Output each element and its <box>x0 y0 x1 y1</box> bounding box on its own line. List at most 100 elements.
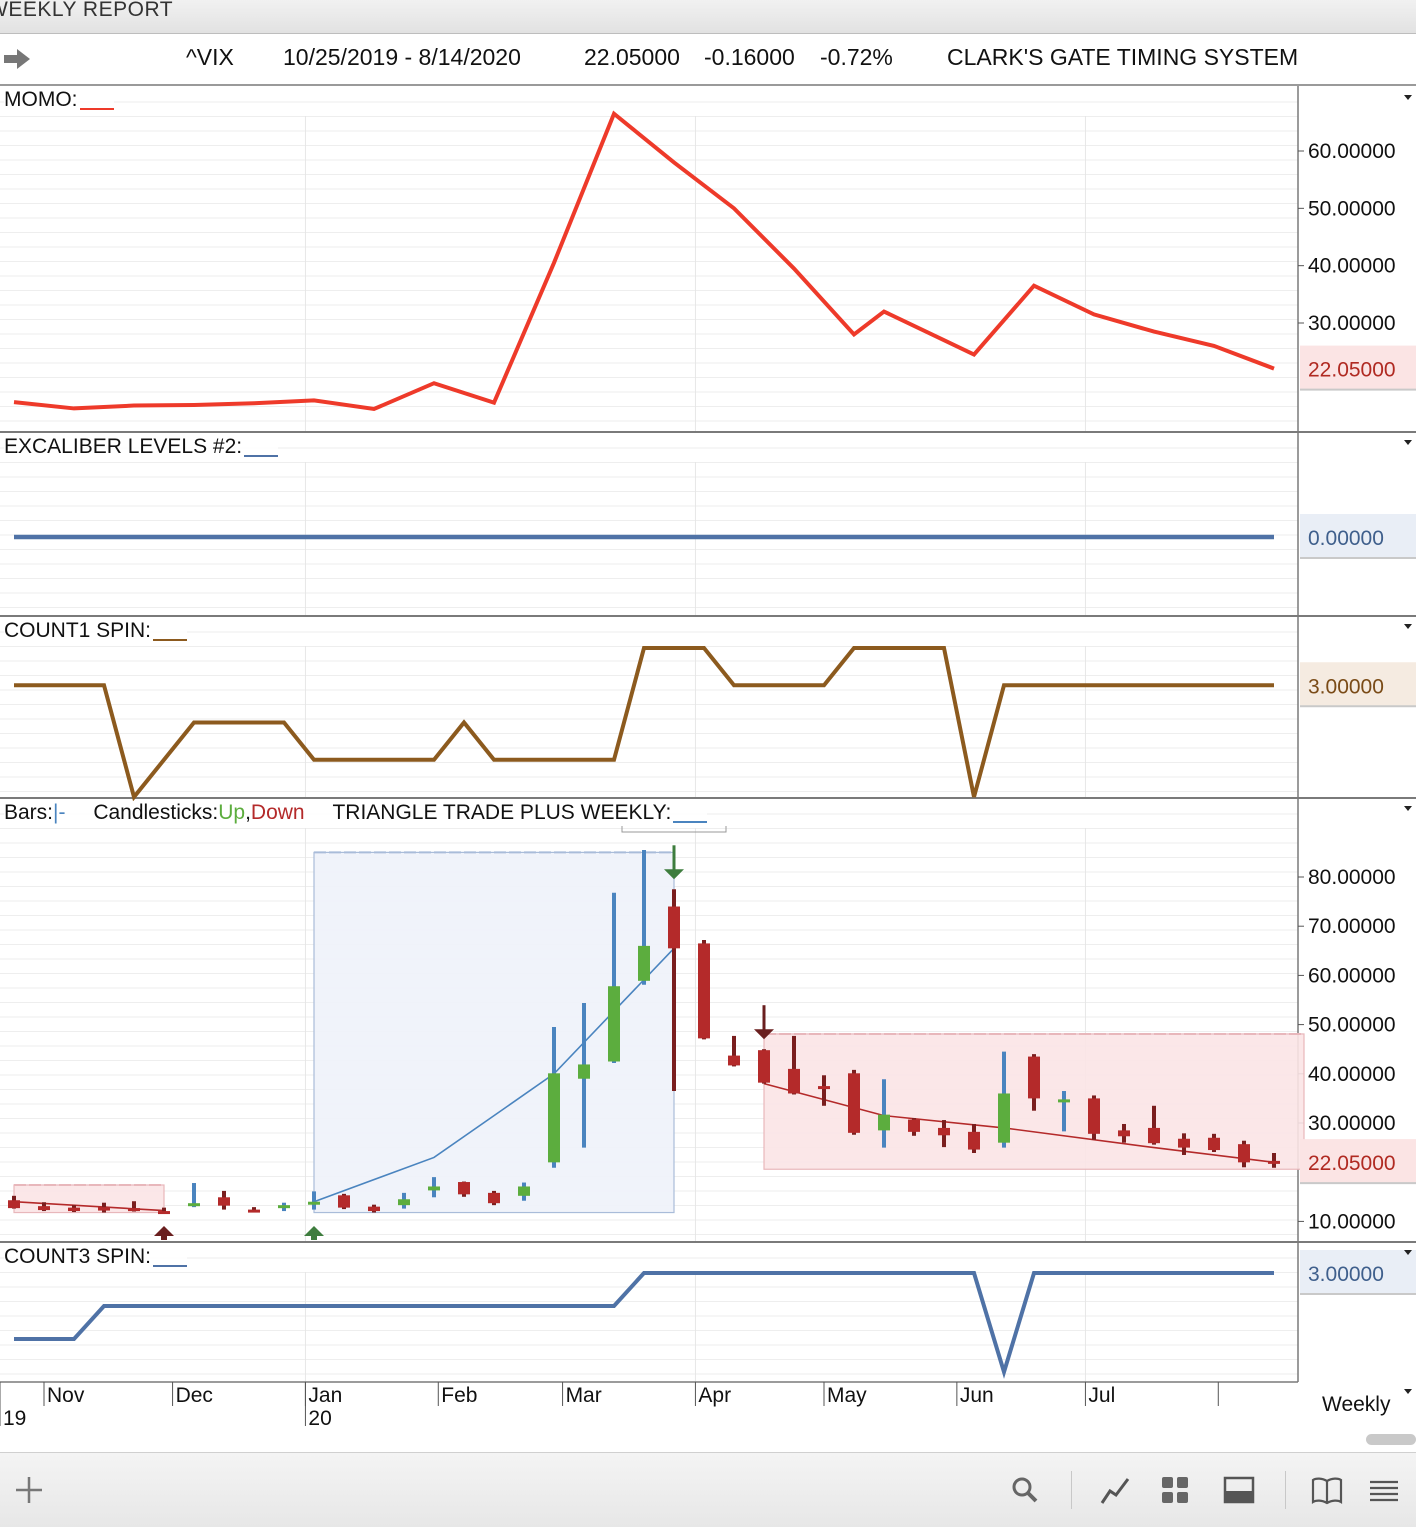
window-title: WEEKLY REPORT <box>0 0 174 21</box>
last-value-label: 3.00000 <box>1308 675 1384 698</box>
candle-body <box>218 1197 230 1206</box>
year-label: 19 <box>3 1407 26 1428</box>
last-value-label: 0.00000 <box>1308 527 1384 550</box>
candle-body <box>38 1206 50 1211</box>
candle <box>908 1118 920 1136</box>
last-value-badge <box>1300 1139 1416 1184</box>
toolbar-separator <box>1285 1471 1286 1509</box>
candle <box>608 892 620 1063</box>
candle <box>128 1201 140 1212</box>
candle <box>788 1035 800 1095</box>
last-value-label: 3.00000 <box>1308 1263 1384 1286</box>
month-label: May <box>827 1384 867 1407</box>
grid-icon[interactable] <box>1158 1473 1192 1507</box>
candle-body <box>998 1093 1010 1143</box>
candle-body <box>758 1050 770 1083</box>
candle <box>98 1202 110 1213</box>
candle-body <box>158 1211 170 1215</box>
candle <box>638 849 650 985</box>
month-label: Mar <box>566 1384 602 1407</box>
candle <box>1148 1105 1160 1145</box>
signal-up-arrow-icon <box>304 1226 324 1240</box>
change-pct-label: -0.72% <box>820 44 893 70</box>
price-menu-icon[interactable] <box>1404 806 1412 811</box>
candle <box>308 1191 320 1210</box>
candle-body <box>938 1127 950 1136</box>
count3-panel-label: COUNT3 SPIN: <box>4 1245 188 1269</box>
month-label: Jan <box>308 1384 342 1407</box>
month-label: Nov <box>47 1384 85 1407</box>
candle <box>728 1035 740 1067</box>
last-value-badge <box>1300 1250 1416 1294</box>
count1-panel-label: COUNT1 SPIN: <box>4 619 188 643</box>
forward-arrow-icon[interactable] <box>2 46 32 72</box>
month-label: Feb <box>441 1384 477 1407</box>
candle-body <box>428 1186 440 1191</box>
candle-body <box>818 1086 830 1090</box>
last-value-label: 22.05000 <box>1308 359 1396 382</box>
y-tick-label: 30.00000 <box>1308 1112 1396 1135</box>
excaliber-menu-icon[interactable] <box>1404 440 1412 445</box>
candle-body <box>308 1201 320 1205</box>
panel-icon[interactable] <box>1222 1473 1256 1507</box>
candle-body <box>398 1199 410 1206</box>
last-value-label: 22.05000 <box>1308 1152 1396 1175</box>
bottom-toolbar <box>0 1452 1416 1527</box>
candle <box>1028 1054 1040 1111</box>
candle <box>1268 1153 1280 1168</box>
candle <box>758 1049 770 1084</box>
legend-bracket <box>621 826 727 833</box>
chart-canvas[interactable]: 60.00000 50.00000 40.00000 30.00000 80.00000… <box>0 86 1416 1428</box>
momo-menu-icon[interactable] <box>1404 95 1412 100</box>
y-tick-label: 50.00000 <box>1308 197 1396 220</box>
last-value-badge <box>1300 662 1416 707</box>
candle-body <box>848 1073 860 1133</box>
candle-body <box>878 1114 890 1131</box>
year-label: 20 <box>308 1407 331 1428</box>
search-icon[interactable] <box>1008 1473 1042 1507</box>
plus-icon[interactable] <box>12 1473 46 1507</box>
candle <box>1088 1095 1100 1140</box>
series-line-2 <box>14 646 1274 802</box>
candle <box>698 939 710 1040</box>
candle-body <box>698 943 710 1039</box>
candle <box>338 1193 350 1210</box>
candle-body <box>788 1068 800 1094</box>
triangle-zone <box>13 1184 165 1214</box>
candle-body <box>458 1182 470 1195</box>
menu-icon[interactable] <box>1367 1473 1401 1507</box>
momo-panel-label: MOMO: <box>4 88 114 112</box>
draw-line-icon[interactable] <box>1098 1473 1132 1507</box>
y-tick-label: 40.00000 <box>1308 255 1396 278</box>
candle <box>938 1120 950 1148</box>
candle-body <box>1238 1144 1250 1163</box>
book-icon[interactable] <box>1310 1473 1344 1507</box>
signal-down-arrow-icon <box>754 1029 774 1040</box>
horizontal-scrollbar[interactable] <box>0 1428 1416 1453</box>
y-tick-label: 60.00000 <box>1308 964 1396 987</box>
candle <box>1118 1123 1130 1143</box>
timeframe-selector[interactable]: Weekly <box>1300 1385 1416 1427</box>
candle-body <box>488 1192 500 1204</box>
panel-grid-2 <box>0 631 1298 798</box>
candle-body <box>638 945 650 981</box>
count3-menu-icon[interactable] <box>1404 1250 1412 1255</box>
y-tick-label: 50.00000 <box>1308 1014 1396 1037</box>
y-tick-label: 60.00000 <box>1308 140 1396 163</box>
candle-body <box>668 906 680 949</box>
timeframe-label: Weekly <box>1322 1393 1391 1416</box>
candle-body <box>68 1207 80 1212</box>
candle-body <box>1028 1056 1040 1099</box>
candle <box>278 1202 290 1212</box>
candle-body <box>248 1209 260 1213</box>
candle-body <box>968 1131 980 1150</box>
scroll-thumb[interactable] <box>1366 1434 1416 1445</box>
window-title-bar: WEEKLY REPORT <box>0 0 1416 34</box>
month-label: Apr <box>698 1384 731 1407</box>
candle <box>68 1205 80 1213</box>
candle-body <box>908 1119 920 1132</box>
candle <box>518 1182 530 1201</box>
candle <box>1058 1091 1070 1132</box>
y-tick-label: 30.00000 <box>1308 312 1396 335</box>
count1-menu-icon[interactable] <box>1404 624 1412 629</box>
